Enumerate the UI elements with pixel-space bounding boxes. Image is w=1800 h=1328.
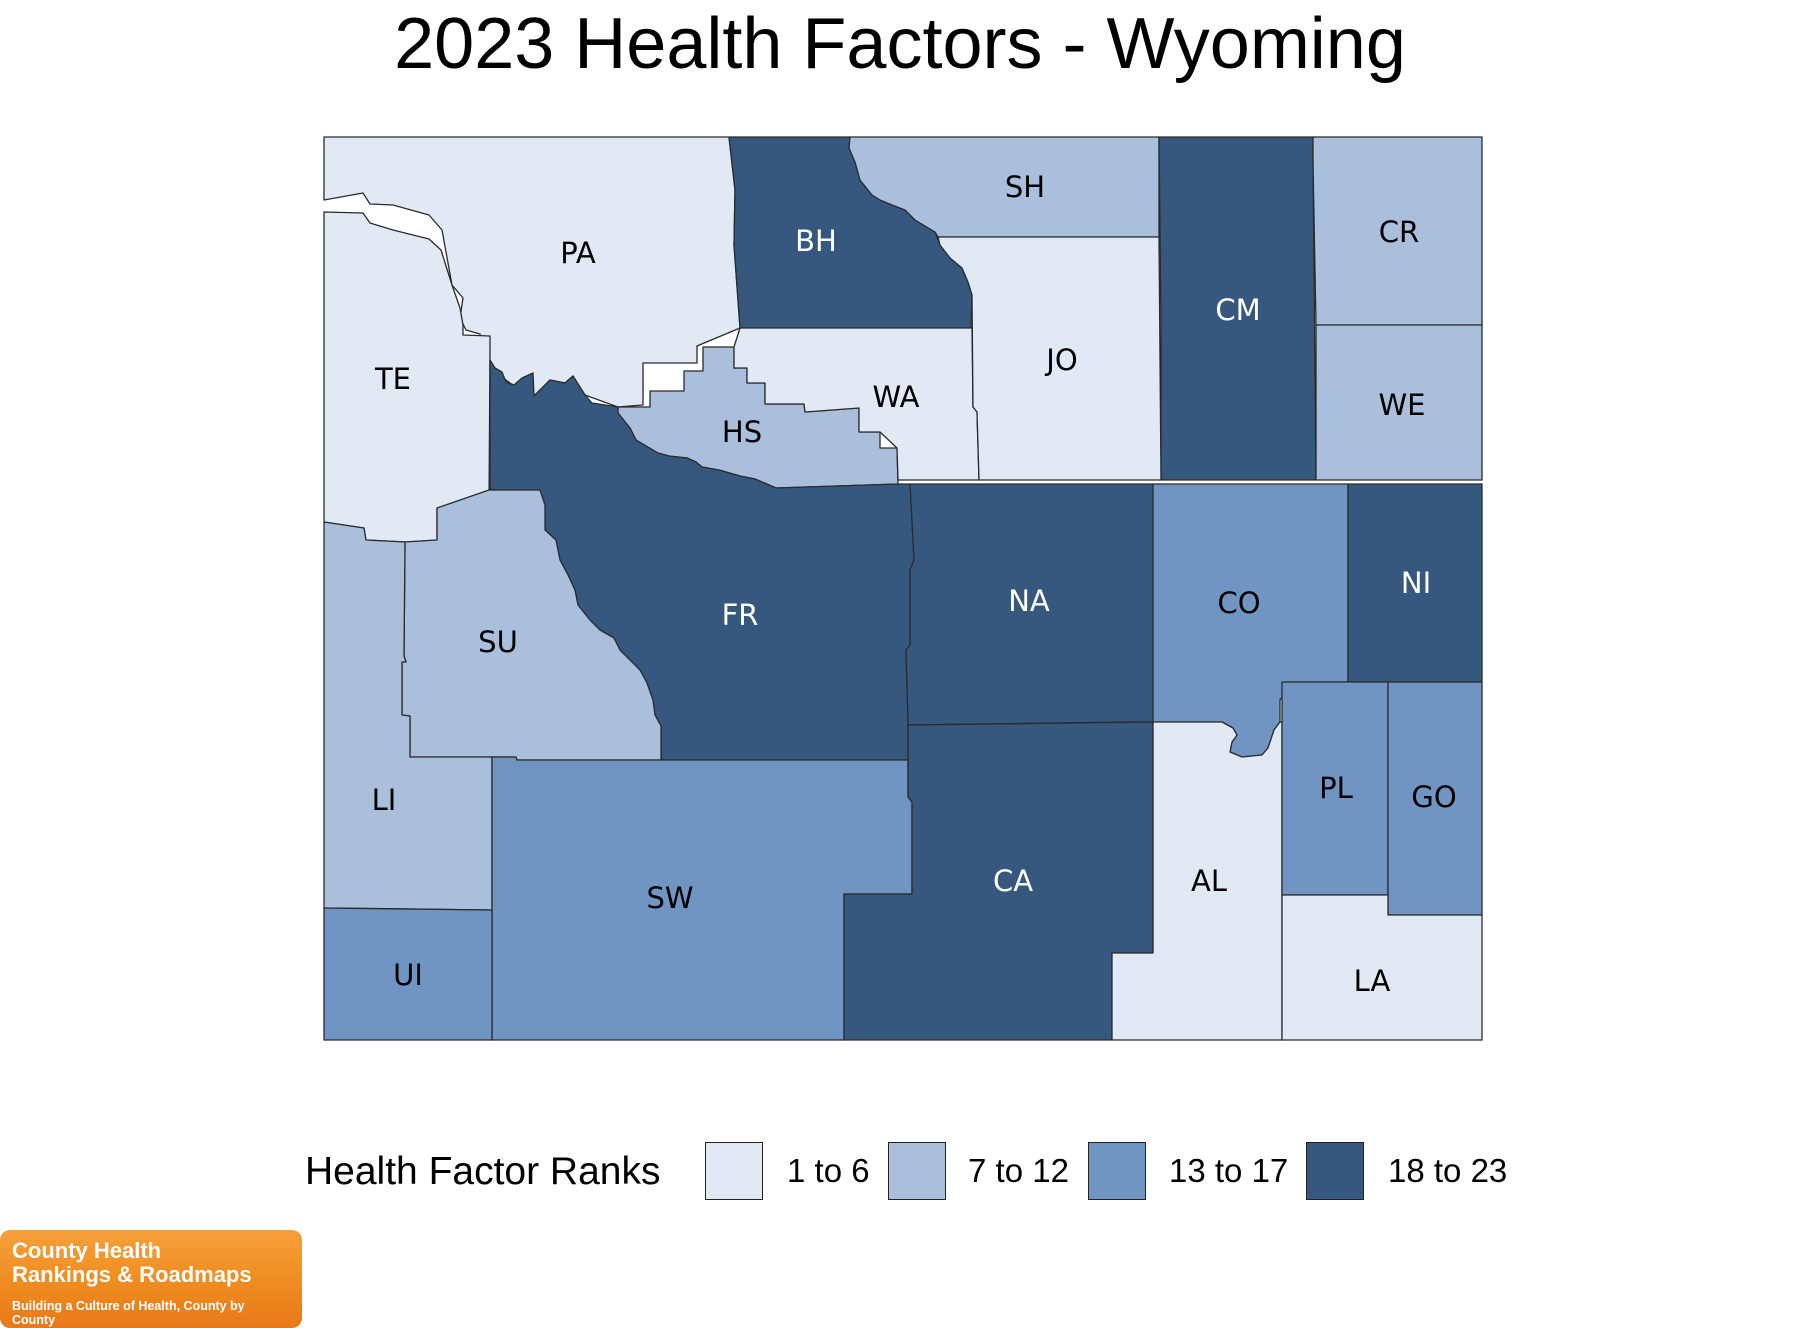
county-label-CA: CA	[993, 864, 1033, 898]
county-health-rankings-logo[interactable]: County Health Rankings & Roadmaps Buildi…	[0, 1230, 302, 1328]
county-label-NI: NI	[1401, 566, 1431, 600]
county-label-WE: WE	[1379, 388, 1426, 422]
county-label-SH: SH	[1005, 170, 1045, 204]
county-label-CR: CR	[1379, 215, 1419, 249]
legend-swatch-1-to-6	[705, 1142, 763, 1200]
county-label-SU: SU	[478, 625, 518, 659]
county-label-JO: JO	[1044, 343, 1077, 377]
logo-tagline: Building a Culture of Health, County by …	[12, 1299, 245, 1327]
legend-label-13-to-17: 13 to 17	[1169, 1152, 1289, 1189]
legend-label-18-to-23: 18 to 23	[1388, 1152, 1508, 1189]
legend-swatch-18-to-23	[1306, 1142, 1364, 1200]
county-label-PA: PA	[560, 236, 596, 270]
legend-swatch-13-to-17	[1088, 1142, 1146, 1200]
legend-swatch-7-to-12	[888, 1142, 946, 1200]
county-AL[interactable]	[1111, 721, 1283, 1041]
logo-line-1: County Health	[12, 1238, 162, 1263]
legend-label-1-to-6: 1 to 6	[787, 1152, 870, 1189]
county-label-CO: CO	[1217, 586, 1260, 620]
county-label-NA: NA	[1008, 584, 1050, 618]
map-title: 2023 Health Factors - Wyoming	[394, 4, 1406, 84]
county-label-LI: LI	[372, 783, 397, 817]
county-WE[interactable]	[1315, 324, 1483, 481]
county-label-SW: SW	[646, 881, 693, 915]
county-label-LA: LA	[1354, 964, 1391, 998]
county-label-UI: UI	[393, 958, 423, 992]
county-JO[interactable]	[937, 236, 1162, 481]
county-label-BH: BH	[795, 224, 837, 258]
county-label-AL: AL	[1191, 864, 1227, 898]
county-label-TE: TE	[374, 362, 411, 396]
county-UI[interactable]	[323, 907, 493, 1041]
county-label-WA: WA	[873, 380, 920, 414]
county-LA[interactable]	[1281, 894, 1483, 1041]
county-label-CM: CM	[1215, 293, 1260, 327]
county-label-FR: FR	[722, 598, 759, 632]
county-label-PL: PL	[1319, 771, 1353, 805]
county-label-GO: GO	[1411, 780, 1456, 814]
legend-title: Health Factor Ranks	[305, 1150, 661, 1193]
county-label-HS: HS	[722, 415, 762, 449]
logo-line-2: Rankings & Roadmaps	[12, 1262, 252, 1287]
legend-label-7-to-12: 7 to 12	[968, 1152, 1069, 1189]
